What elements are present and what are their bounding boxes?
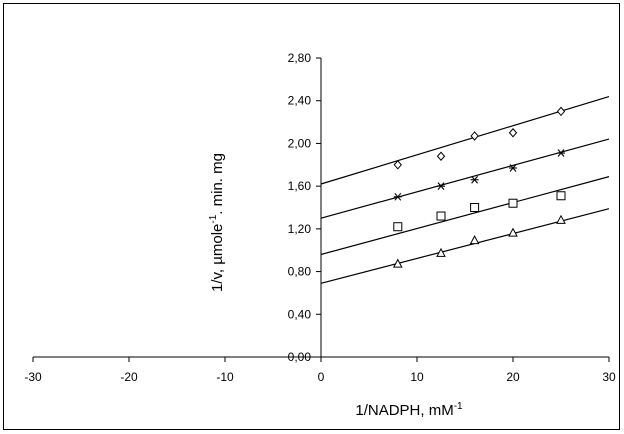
y-tick-label: 1,20 bbox=[288, 222, 312, 236]
data-point-diamond bbox=[393, 160, 402, 170]
y-tick-label: 0,40 bbox=[288, 307, 312, 321]
x-tick-label: 20 bbox=[506, 370, 520, 384]
data-point-square bbox=[393, 222, 403, 232]
data-point-triangle bbox=[392, 258, 403, 268]
fit-line-square bbox=[320, 176, 610, 256]
y-tick-label: 2,00 bbox=[288, 136, 312, 150]
y-tick-label: 1,60 bbox=[288, 179, 312, 193]
y-tick-label: 2,40 bbox=[288, 94, 312, 108]
chart-frame bbox=[3, 3, 620, 430]
data-point-square bbox=[556, 191, 566, 201]
data-point-star bbox=[437, 182, 445, 191]
y-tick-label: 2,80 bbox=[288, 51, 312, 65]
data-point-diamond bbox=[508, 127, 518, 138]
data-point-square bbox=[470, 203, 480, 212]
data-point-square bbox=[508, 198, 518, 208]
data-point-triangle bbox=[436, 247, 446, 257]
data-point-star bbox=[557, 149, 565, 157]
data-point-star bbox=[393, 192, 402, 201]
x-axis-label: 1/NADPH, mM-1 bbox=[355, 401, 463, 419]
y-tick-label: 0,80 bbox=[288, 265, 312, 279]
x-tick-label: -20 bbox=[120, 370, 138, 384]
fit-line-triangle bbox=[320, 208, 610, 284]
data-point-diamond bbox=[436, 151, 446, 162]
data-point-triangle bbox=[556, 214, 566, 224]
data-point-triangle bbox=[469, 235, 480, 245]
x-tick-label: -10 bbox=[216, 370, 234, 384]
data-point-triangle bbox=[508, 227, 518, 237]
x-tick-label: 0 bbox=[318, 370, 325, 384]
x-tick-label: 10 bbox=[410, 370, 424, 384]
data-point-star bbox=[470, 175, 479, 184]
y-axis-label: 1/v, µmole-1. min. mg bbox=[208, 153, 226, 292]
x-tick-label: -30 bbox=[24, 370, 42, 384]
data-point-square bbox=[436, 211, 446, 221]
fit-line-diamond bbox=[320, 95, 610, 185]
data-point-star bbox=[509, 164, 517, 172]
data-point-diamond bbox=[556, 106, 566, 117]
data-point-diamond bbox=[470, 131, 479, 141]
fit-line-star bbox=[320, 138, 610, 219]
x-tick-label: 30 bbox=[602, 370, 616, 384]
y-tick-label: 0,00 bbox=[288, 350, 312, 364]
